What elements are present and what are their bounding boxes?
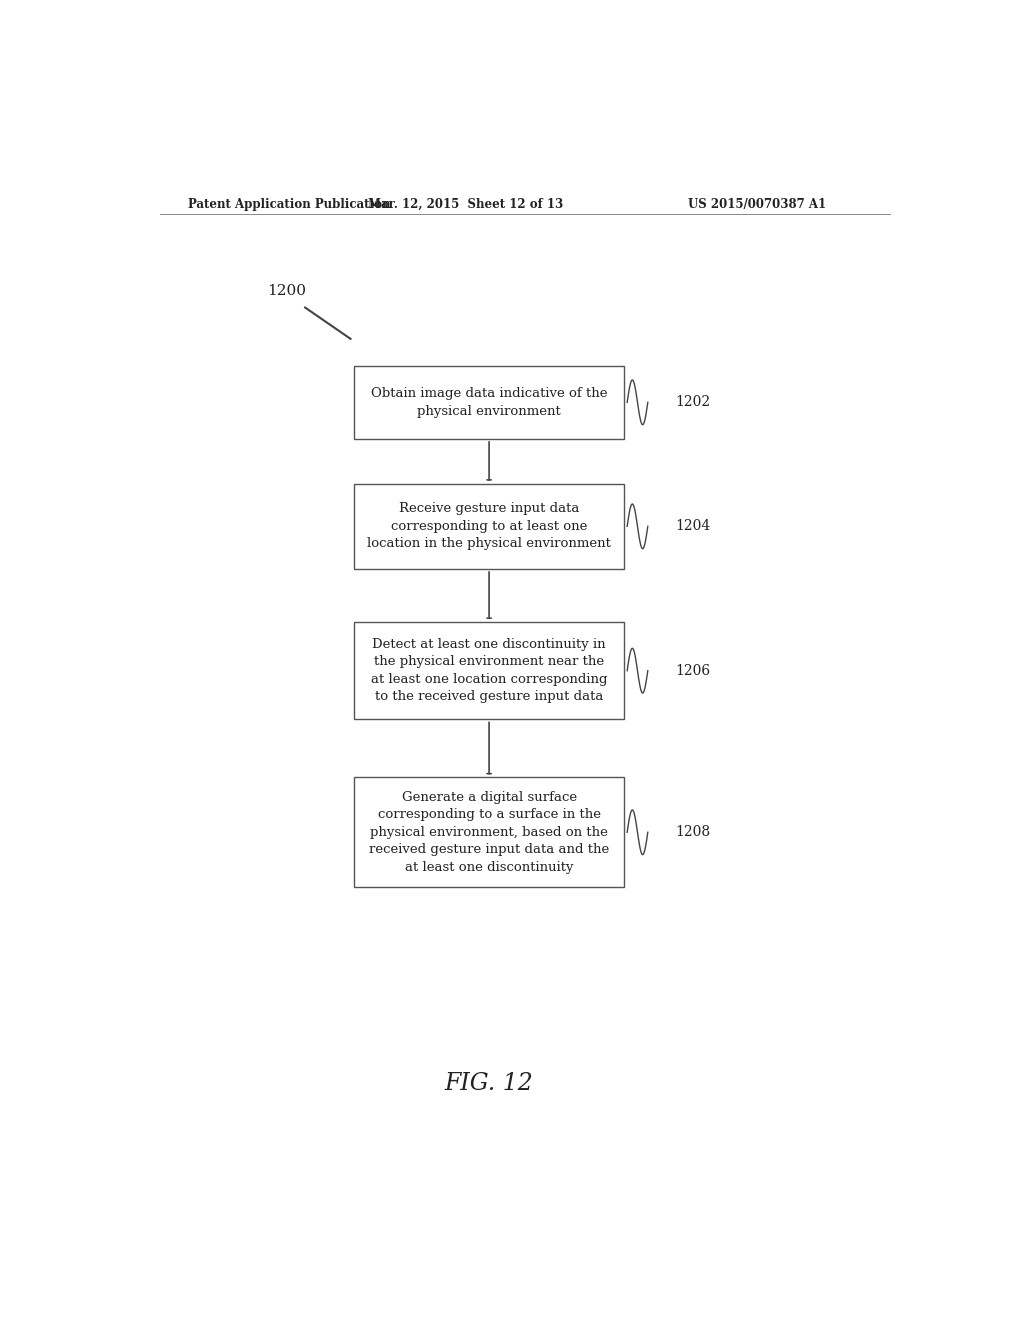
FancyArrowPatch shape — [305, 308, 350, 339]
FancyBboxPatch shape — [354, 777, 624, 887]
FancyBboxPatch shape — [354, 483, 624, 569]
Text: Patent Application Publication: Patent Application Publication — [187, 198, 390, 211]
FancyBboxPatch shape — [354, 366, 624, 440]
Text: FIG. 12: FIG. 12 — [444, 1072, 534, 1094]
Text: US 2015/0070387 A1: US 2015/0070387 A1 — [688, 198, 826, 211]
Text: Mar. 12, 2015  Sheet 12 of 13: Mar. 12, 2015 Sheet 12 of 13 — [368, 198, 563, 211]
Text: 1204: 1204 — [676, 519, 711, 533]
Text: Obtain image data indicative of the
physical environment: Obtain image data indicative of the phys… — [371, 387, 607, 417]
Text: 1200: 1200 — [267, 284, 306, 297]
Text: 1206: 1206 — [676, 664, 711, 677]
Text: Receive gesture input data
corresponding to at least one
location in the physica: Receive gesture input data corresponding… — [368, 503, 611, 550]
Text: 1202: 1202 — [676, 395, 711, 409]
FancyBboxPatch shape — [354, 622, 624, 719]
Text: Detect at least one discontinuity in
the physical environment near the
at least : Detect at least one discontinuity in the… — [371, 638, 607, 704]
Text: Generate a digital surface
corresponding to a surface in the
physical environmen: Generate a digital surface corresponding… — [369, 791, 609, 874]
Text: 1208: 1208 — [676, 825, 711, 840]
